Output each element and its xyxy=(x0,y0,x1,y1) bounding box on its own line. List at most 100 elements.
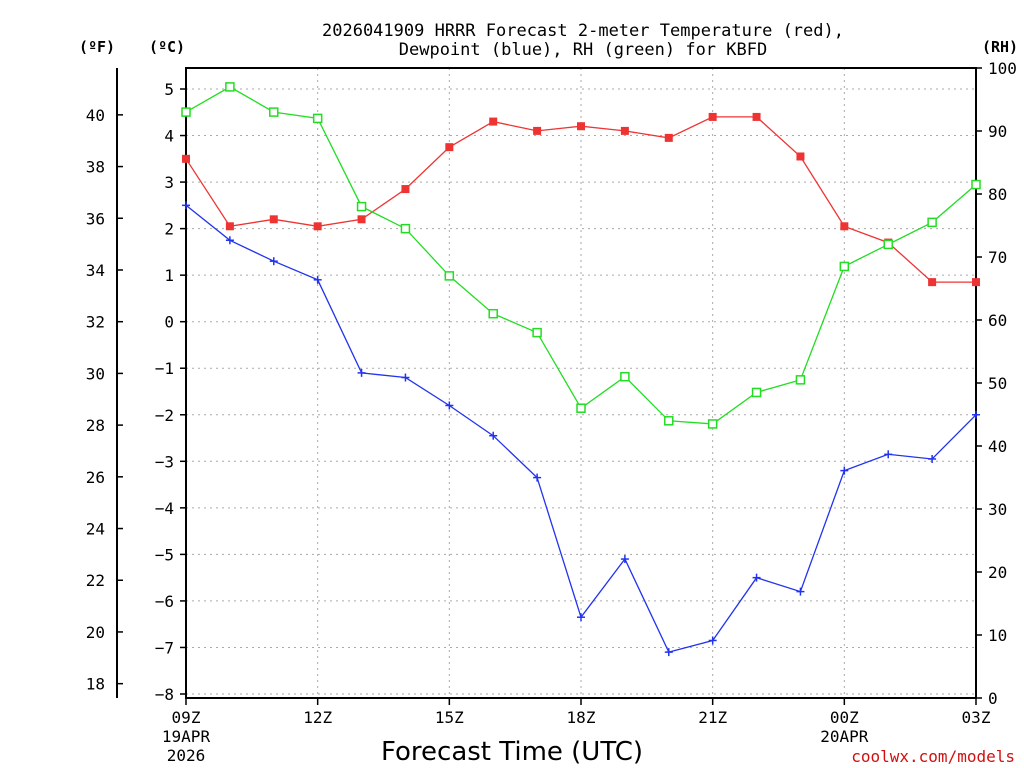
x-tick-label: 12Z xyxy=(303,708,332,727)
temperature-point xyxy=(357,215,366,224)
x-date-label: 19APR xyxy=(162,727,211,746)
temperature-point xyxy=(445,143,454,152)
temperature-point xyxy=(796,152,805,161)
rh-point xyxy=(751,387,762,398)
celsius-tick-label: 2 xyxy=(164,220,174,239)
celsius-tick-label: −4 xyxy=(155,499,174,518)
celsius-unit-label: (ºC) xyxy=(149,38,185,56)
dewpoint-point xyxy=(664,648,673,657)
rh-point xyxy=(269,107,279,117)
series-layer xyxy=(181,82,981,657)
dewpoint-point xyxy=(620,555,629,564)
celsius-tick-label: −6 xyxy=(155,592,174,611)
rh-point xyxy=(576,403,586,413)
rh-point xyxy=(225,82,235,92)
rh-tick-label: 0 xyxy=(988,689,998,708)
celsius-tick-label: −2 xyxy=(155,406,174,425)
rh-tick-label: 100 xyxy=(988,59,1017,78)
x-tick-label: 03Z xyxy=(962,708,991,727)
dewpoint-point xyxy=(489,431,498,440)
dewpoint-point xyxy=(401,373,410,382)
fahrenheit-tick-label: 40 xyxy=(86,106,105,125)
dewpoint-point xyxy=(972,410,980,419)
rh-tick-label: 50 xyxy=(988,374,1007,393)
rh-point xyxy=(971,179,981,190)
fahrenheit-tick-label: 28 xyxy=(86,416,105,435)
dewpoint-point xyxy=(357,368,366,377)
rh-point xyxy=(664,416,674,426)
axis-layer: 543210−1−2−3−4−5−6−7−8403836343230282624… xyxy=(86,59,1017,765)
x-tick-label: 15Z xyxy=(435,708,464,727)
x-year-label: 2026 xyxy=(167,746,206,765)
celsius-tick-label: 4 xyxy=(164,127,174,146)
fahrenheit-tick-label: 30 xyxy=(86,364,105,383)
dewpoint-point xyxy=(928,454,937,463)
rh-point xyxy=(620,371,630,382)
fahrenheit-tick-label: 20 xyxy=(86,623,105,642)
temperature-point xyxy=(533,126,542,135)
x-date-label: 20APR xyxy=(820,727,869,746)
dewpoint-point xyxy=(445,401,454,410)
temperature-point xyxy=(708,112,717,121)
celsius-tick-label: −7 xyxy=(155,638,174,657)
temperature-point xyxy=(401,185,410,194)
fahrenheit-tick-label: 32 xyxy=(86,313,105,332)
dewpoint-point xyxy=(182,201,190,210)
dewpoint-point xyxy=(884,450,893,459)
rh-tick-label: 80 xyxy=(988,185,1007,204)
x-tick-label: 21Z xyxy=(698,708,727,727)
celsius-tick-label: −5 xyxy=(155,545,174,564)
rh-point xyxy=(356,201,367,212)
x-tick-label: 18Z xyxy=(567,708,596,727)
temperature-point xyxy=(972,278,980,287)
temperature-point xyxy=(664,133,673,142)
rh-tick-label: 90 xyxy=(988,122,1007,141)
rh-tick-label: 70 xyxy=(988,248,1007,267)
fahrenheit-unit-label: (ºF) xyxy=(79,38,115,56)
celsius-tick-label: 1 xyxy=(164,266,174,285)
rh-point xyxy=(707,419,718,429)
dewpoint-point xyxy=(708,636,717,645)
credit-text: coolwx.com/models xyxy=(851,747,1015,766)
rh-point xyxy=(795,375,806,385)
x-tick-label: 00Z xyxy=(830,708,859,727)
rh-unit-label: (RH) xyxy=(982,38,1018,56)
fahrenheit-tick-label: 26 xyxy=(86,468,105,487)
dewpoint-point xyxy=(577,613,585,622)
celsius-tick-label: −8 xyxy=(155,685,174,704)
rh-tick-label: 60 xyxy=(988,311,1007,330)
fahrenheit-tick-label: 36 xyxy=(86,209,105,228)
chart-title-line1: 2026041909 HRRR Forecast 2-meter Tempera… xyxy=(322,21,844,41)
x-axis-label: Forecast Time (UTC) xyxy=(381,737,643,767)
rh-point xyxy=(839,261,850,272)
rh-point xyxy=(181,107,191,117)
rh-tick-label: 40 xyxy=(988,437,1007,456)
temperature-point xyxy=(620,126,629,135)
fahrenheit-tick-label: 38 xyxy=(86,158,105,177)
temperature-point xyxy=(269,215,278,224)
fahrenheit-tick-label: 18 xyxy=(86,675,105,694)
celsius-tick-label: 3 xyxy=(164,173,174,192)
celsius-tick-label: −1 xyxy=(155,359,174,378)
x-tick-label: 09Z xyxy=(172,708,201,727)
fahrenheit-tick-label: 24 xyxy=(86,520,105,539)
dewpoint-point xyxy=(533,473,542,482)
chart-title-line2: Dewpoint (blue), RH (green) for KBFD xyxy=(399,40,767,60)
rh-tick-label: 30 xyxy=(988,500,1007,519)
dewpoint-point xyxy=(796,587,805,596)
temperature-point xyxy=(752,112,761,121)
rh-point xyxy=(927,217,937,228)
temperature-point xyxy=(489,117,498,126)
celsius-tick-label: 5 xyxy=(164,80,174,99)
temperature-point xyxy=(840,222,849,231)
temperature-point xyxy=(225,222,234,231)
rh-tick-label: 20 xyxy=(988,563,1007,582)
dewpoint-point xyxy=(840,466,849,475)
dewpoint-point xyxy=(269,257,278,266)
celsius-tick-label: −3 xyxy=(155,452,174,471)
dewpoint-point xyxy=(313,275,322,284)
rh-point xyxy=(444,271,455,281)
fahrenheit-tick-label: 34 xyxy=(86,261,105,280)
rh-point xyxy=(488,308,498,319)
